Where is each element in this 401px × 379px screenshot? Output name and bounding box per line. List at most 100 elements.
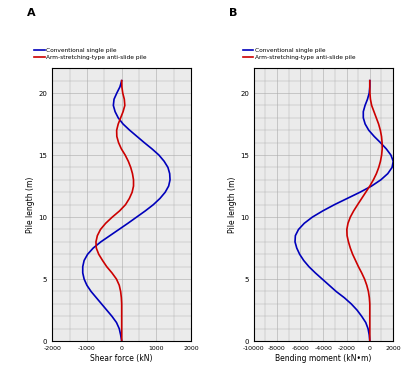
Conventional single pile (379, 178, 383, 182)
Conventional single pile (363, 122, 368, 126)
Conventional single pile (358, 190, 363, 194)
Conventional single pile (114, 91, 119, 95)
Arm-stretching-type anti-slide pile (119, 295, 124, 300)
Conventional single pile (109, 314, 114, 319)
Arm-stretching-type anti-slide pile (355, 202, 360, 207)
Conventional single pile (117, 326, 122, 331)
Conventional single pile (119, 339, 124, 343)
Conventional single pile (134, 215, 139, 219)
Arm-stretching-type anti-slide pile (119, 308, 124, 312)
Conventional single pile (349, 302, 354, 306)
Conventional single pile (293, 233, 298, 238)
Conventional single pile (342, 295, 347, 300)
Arm-stretching-type anti-slide pile (367, 295, 372, 300)
Line: Conventional single pile: Conventional single pile (83, 81, 170, 341)
Conventional single pile (119, 78, 124, 83)
Conventional single pile (151, 202, 156, 207)
Conventional single pile (82, 258, 87, 263)
Arm-stretching-type anti-slide pile (100, 258, 105, 263)
Arm-stretching-type anti-slide pile (114, 277, 119, 281)
Arm-stretching-type anti-slide pile (344, 227, 349, 232)
Arm-stretching-type anti-slide pile (130, 190, 134, 194)
Arm-stretching-type anti-slide pile (118, 116, 123, 120)
Arm-stretching-type anti-slide pile (359, 271, 364, 275)
Conventional single pile (378, 140, 383, 145)
Conventional single pile (320, 208, 325, 213)
Conventional single pile (361, 110, 366, 114)
Conventional single pile (367, 128, 371, 133)
Conventional single pile (306, 265, 311, 269)
Arm-stretching-type anti-slide pile (365, 283, 369, 288)
Arm-stretching-type anti-slide pile (93, 240, 98, 244)
Conventional single pile (142, 140, 147, 145)
Conventional single pile (127, 128, 132, 133)
Conventional single pile (384, 147, 389, 151)
Conventional single pile (162, 159, 166, 163)
Arm-stretching-type anti-slide pile (117, 208, 122, 213)
Conventional single pile (390, 165, 395, 170)
Conventional single pile (367, 333, 372, 337)
Conventional single pile (372, 134, 377, 139)
Arm-stretching-type anti-slide pile (346, 240, 351, 244)
Arm-stretching-type anti-slide pile (103, 221, 108, 226)
Arm-stretching-type anti-slide pile (351, 208, 356, 213)
Arm-stretching-type anti-slide pile (117, 283, 122, 288)
Arm-stretching-type anti-slide pile (116, 140, 121, 145)
X-axis label: Bending moment (kN•m): Bending moment (kN•m) (275, 354, 372, 363)
Arm-stretching-type anti-slide pile (94, 246, 99, 251)
Conventional single pile (367, 91, 372, 95)
Conventional single pile (369, 184, 374, 188)
Conventional single pile (80, 265, 85, 269)
Conventional single pile (361, 116, 366, 120)
Y-axis label: Pile length (m): Pile length (m) (26, 177, 36, 233)
Arm-stretching-type anti-slide pile (118, 289, 123, 294)
Line: Arm-stretching-type anti-slide pile: Arm-stretching-type anti-slide pile (96, 81, 134, 341)
Arm-stretching-type anti-slide pile (104, 265, 109, 269)
Arm-stretching-type anti-slide pile (367, 184, 372, 188)
Arm-stretching-type anti-slide pile (114, 128, 119, 133)
Arm-stretching-type anti-slide pile (114, 134, 119, 139)
Arm-stretching-type anti-slide pile (119, 339, 124, 343)
Conventional single pile (158, 196, 162, 201)
Arm-stretching-type anti-slide pile (367, 333, 372, 337)
Arm-stretching-type anti-slide pile (121, 110, 126, 114)
Arm-stretching-type anti-slide pile (367, 91, 372, 95)
Arm-stretching-type anti-slide pile (374, 171, 379, 176)
Arm-stretching-type anti-slide pile (376, 122, 381, 126)
Conventional single pile (313, 271, 318, 275)
Arm-stretching-type anti-slide pile (130, 171, 135, 176)
Text: B: B (229, 8, 237, 18)
Arm-stretching-type anti-slide pile (127, 196, 132, 201)
Arm-stretching-type anti-slide pile (131, 178, 136, 182)
Arm-stretching-type anti-slide pile (367, 320, 372, 325)
Conventional single pile (111, 103, 116, 108)
Conventional single pile (114, 320, 119, 325)
Arm-stretching-type anti-slide pile (359, 196, 364, 201)
Conventional single pile (121, 122, 126, 126)
Conventional single pile (156, 153, 161, 157)
Arm-stretching-type anti-slide pile (362, 277, 367, 281)
Arm-stretching-type anti-slide pile (119, 333, 124, 337)
Arm-stretching-type anti-slide pile (368, 97, 373, 102)
Arm-stretching-type anti-slide pile (376, 165, 381, 170)
Line: Arm-stretching-type anti-slide pile: Arm-stretching-type anti-slide pile (347, 81, 382, 341)
Conventional single pile (85, 283, 89, 288)
Arm-stretching-type anti-slide pile (371, 178, 376, 182)
Arm-stretching-type anti-slide pile (374, 116, 379, 120)
Conventional single pile (135, 134, 140, 139)
Conventional single pile (168, 178, 172, 182)
Conventional single pile (126, 221, 130, 226)
Conventional single pile (359, 314, 364, 319)
Arm-stretching-type anti-slide pile (119, 314, 124, 319)
Conventional single pile (85, 252, 90, 257)
Arm-stretching-type anti-slide pile (345, 233, 350, 238)
Arm-stretching-type anti-slide pile (372, 110, 377, 114)
Arm-stretching-type anti-slide pile (366, 289, 371, 294)
Arm-stretching-type anti-slide pile (123, 202, 128, 207)
Arm-stretching-type anti-slide pile (378, 128, 383, 133)
Arm-stretching-type anti-slide pile (123, 153, 128, 157)
Conventional single pile (89, 289, 93, 294)
Legend: Conventional single pile, Arm-stretching-type anti-slide pile: Conventional single pile, Arm-stretching… (34, 48, 147, 60)
Conventional single pile (94, 295, 99, 300)
Conventional single pile (150, 147, 154, 151)
